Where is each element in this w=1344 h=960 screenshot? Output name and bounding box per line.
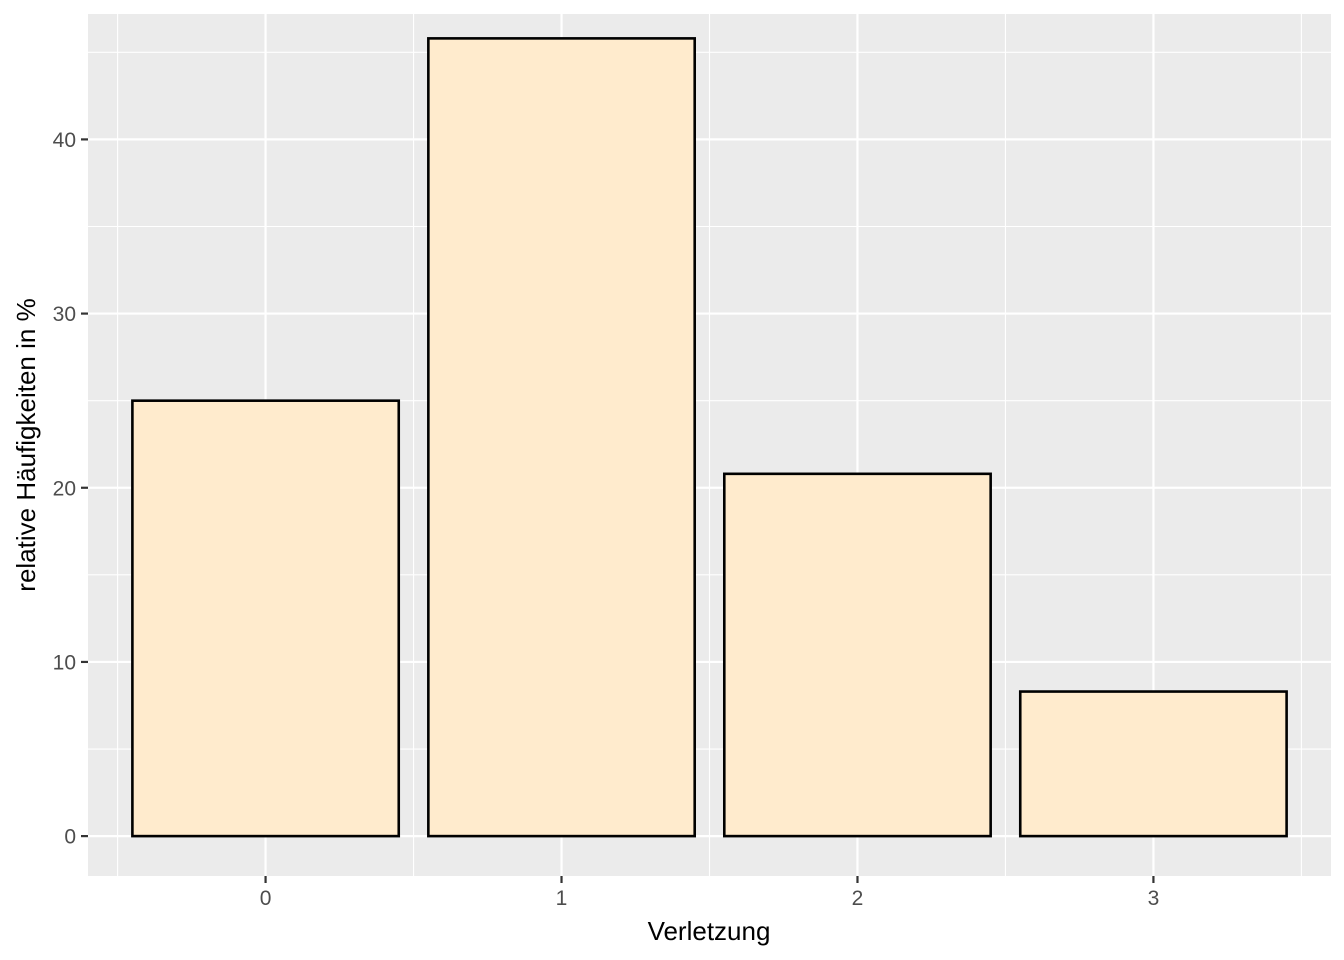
- y-tick-label: 30: [53, 303, 76, 326]
- y-tick-label: 10: [53, 651, 76, 674]
- y-axis: 0 10 20 30 40: [53, 129, 88, 849]
- y-tick-label: 0: [64, 826, 76, 849]
- y-tick-label: 40: [53, 129, 76, 152]
- y-axis-title: relative Häufigkeiten in %: [11, 298, 41, 591]
- bar-0: [131, 399, 401, 838]
- bar-3: [1018, 690, 1288, 838]
- x-tick-label: 0: [260, 887, 272, 910]
- bars: [131, 37, 1288, 838]
- x-tick-label: 2: [852, 887, 864, 910]
- x-tick-label: 1: [556, 887, 568, 910]
- x-tick-label: 3: [1148, 887, 1160, 910]
- x-axis: 0 1 2 3: [260, 876, 1160, 910]
- x-axis-title: Verletzung: [648, 916, 771, 946]
- y-tick-label: 20: [53, 477, 76, 500]
- bar-1: [427, 37, 697, 838]
- bar-2: [722, 472, 992, 838]
